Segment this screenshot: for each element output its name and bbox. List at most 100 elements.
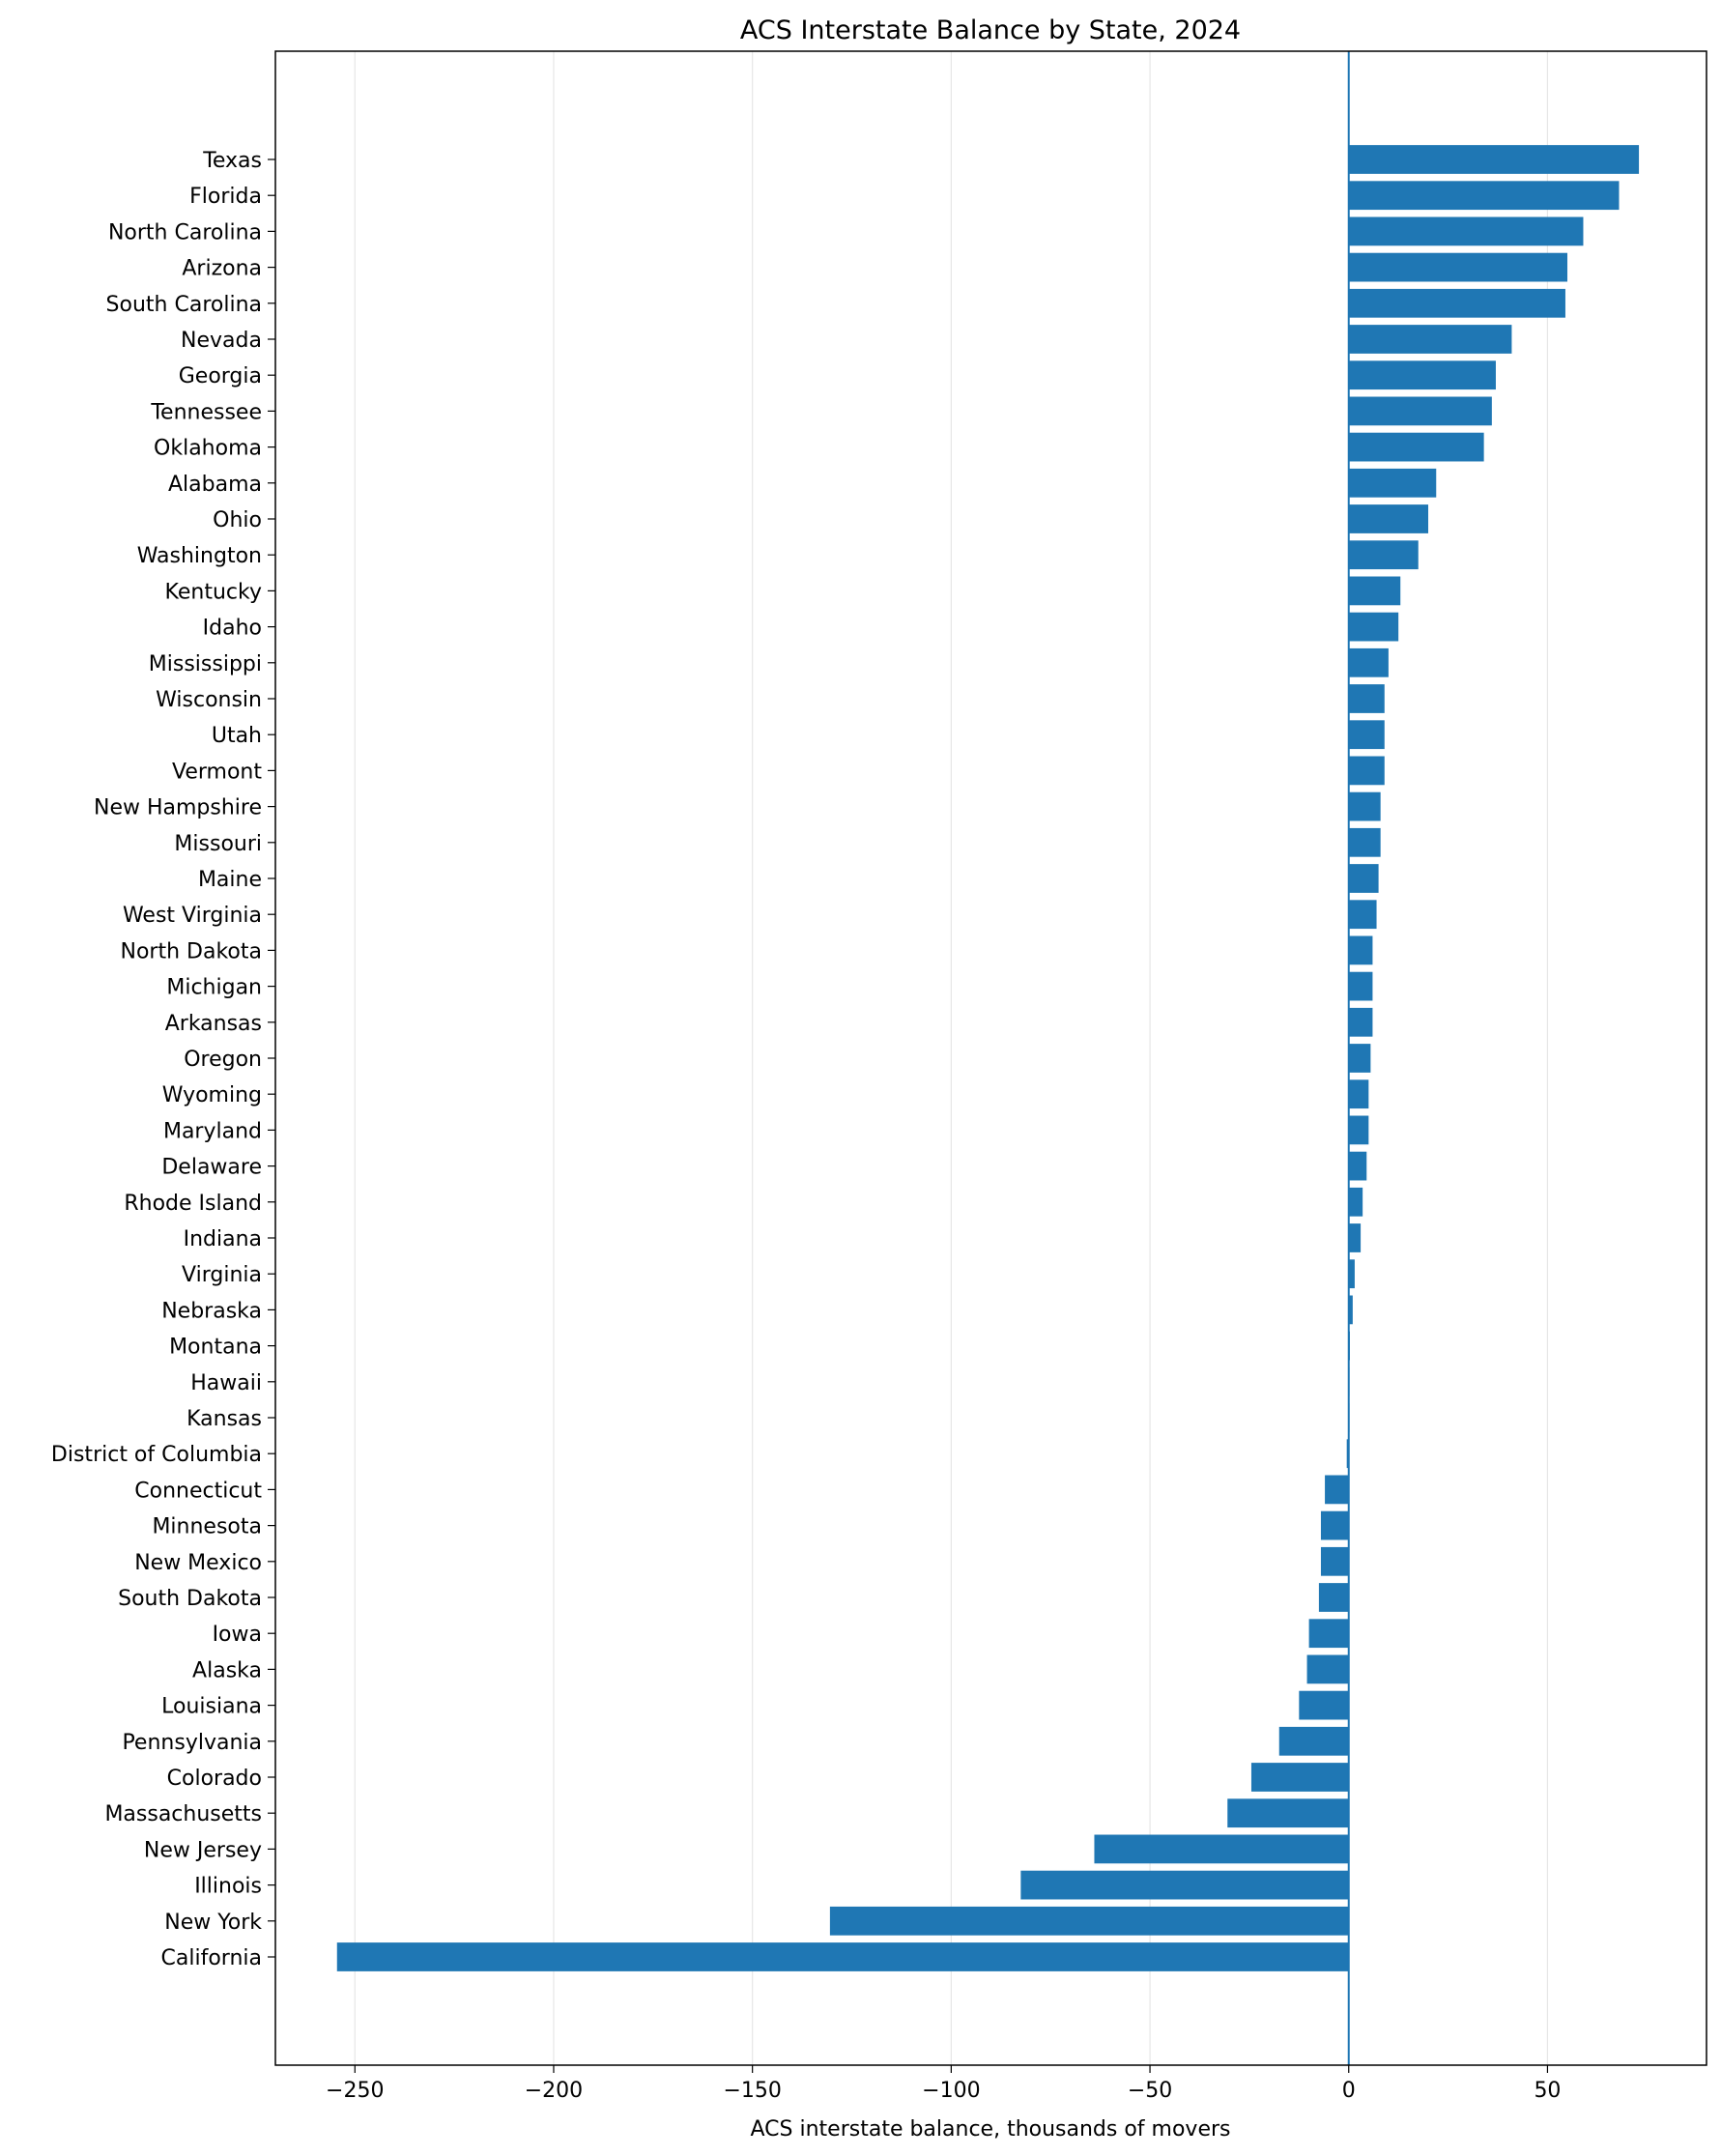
x-axis: −250 −200 −150 −100 −50 0 50 [326, 2065, 1561, 2103]
y-tick-label: Texas [202, 149, 262, 173]
y-tick-label: Indiana [184, 1227, 262, 1251]
y-tick-label: Arkansas [165, 1012, 262, 1036]
x-tick-label: −200 [525, 2079, 583, 2103]
bar [1299, 1690, 1349, 1720]
y-tick-label: Minnesota [152, 1515, 262, 1539]
bar [1348, 900, 1377, 930]
bar [1278, 1726, 1349, 1756]
y-tick-label: Wyoming [162, 1083, 262, 1107]
bar [1348, 1044, 1371, 1073]
bar [1348, 288, 1565, 318]
y-tick-label: South Carolina [106, 293, 262, 317]
x-tick-label: −100 [922, 2079, 980, 2103]
x-tick-label: −250 [326, 2079, 384, 2103]
y-tick-label: Montana [169, 1336, 262, 1360]
bar [1348, 684, 1385, 713]
y-tick-label: Kentucky [165, 580, 262, 604]
bar [1320, 1546, 1349, 1576]
y-tick-label: Louisiana [161, 1695, 262, 1719]
bar [829, 1906, 1349, 1936]
bar [1348, 181, 1620, 211]
bar [1348, 1007, 1373, 1037]
bar [1348, 396, 1492, 426]
x-tick-label: 50 [1534, 2079, 1561, 2103]
bar [1308, 1619, 1349, 1649]
y-tick-label: Florida [189, 185, 262, 209]
y-tick-label: New York [164, 1911, 262, 1935]
bar [1318, 1583, 1349, 1612]
bar [1020, 1870, 1349, 1900]
bar [1348, 252, 1568, 282]
bar [1348, 791, 1381, 821]
bar [1348, 1223, 1362, 1252]
y-tick-label: Vermont [172, 760, 262, 784]
bar [1227, 1798, 1349, 1828]
bar [1348, 216, 1584, 246]
x-axis-label: ACS interstate balance, thousands of mov… [751, 2117, 1231, 2142]
y-tick-label: West Virginia [123, 904, 262, 928]
bar [336, 1942, 1349, 1971]
bar [1348, 360, 1496, 390]
y-tick-label: Utah [212, 724, 262, 748]
y-tick-label: Alabama [168, 473, 262, 497]
bar [1094, 1834, 1349, 1864]
y-tick-label: Oklahoma [154, 437, 262, 461]
bar [1348, 504, 1429, 533]
bars [336, 145, 1640, 1971]
y-axis: Texas Florida North Carolina Arizona South C… [51, 149, 275, 1970]
y-tick-label: Nevada [181, 329, 262, 353]
bar [1348, 864, 1379, 893]
bar [1348, 756, 1385, 786]
y-tick-label: Georgia [179, 364, 262, 388]
y-tick-label: Rhode Island [124, 1192, 262, 1216]
y-tick-label: Idaho [203, 617, 262, 641]
bar [1306, 1654, 1349, 1684]
y-tick-label: Illinois [194, 1875, 262, 1899]
bar [1348, 468, 1437, 498]
y-tick-label: Iowa [213, 1623, 262, 1647]
y-tick-label: District of Columbia [51, 1443, 262, 1467]
y-tick-label: Tennessee [150, 400, 262, 424]
bar [1348, 325, 1512, 354]
y-tick-label: Oregon [184, 1048, 262, 1072]
y-tick-label: Mississippi [149, 652, 262, 676]
y-tick-label: Ohio [213, 508, 262, 532]
x-tick-label: 0 [1342, 2079, 1356, 2103]
y-tick-label: New Jersey [144, 1838, 262, 1862]
y-tick-label: Washington [137, 544, 262, 568]
bar [1250, 1763, 1349, 1792]
y-tick-label: Virginia [182, 1263, 262, 1287]
y-tick-label: North Dakota [121, 939, 262, 963]
bar [1348, 540, 1419, 570]
bar [1348, 1295, 1353, 1325]
bar [1348, 827, 1381, 857]
bar [1348, 612, 1399, 642]
bar [1348, 720, 1385, 750]
y-tick-label: Colorado [167, 1767, 262, 1791]
y-tick-label: Alaska [192, 1658, 262, 1682]
y-tick-label: Pennsylvania [122, 1731, 262, 1755]
y-tick-label: New Hampshire [94, 796, 262, 820]
y-tick-label: Arizona [182, 257, 262, 281]
bar [1348, 1259, 1355, 1289]
y-tick-label: Maryland [163, 1119, 262, 1143]
bar [1348, 1151, 1367, 1181]
bar [1348, 935, 1373, 965]
y-tick-label: Kansas [186, 1407, 262, 1431]
y-tick-label: Connecticut [134, 1479, 262, 1503]
x-tick-label: −150 [723, 2079, 781, 2103]
y-tick-label: Missouri [174, 832, 262, 856]
y-tick-label: Hawaii [190, 1371, 262, 1395]
chart-title: ACS Interstate Balance by State, 2024 [740, 15, 1241, 45]
bar [1346, 1439, 1349, 1469]
y-tick-label: Maine [198, 868, 262, 892]
bar [1348, 647, 1389, 677]
bar [1348, 432, 1484, 462]
y-tick-label: California [161, 1946, 262, 1970]
bar [1348, 576, 1401, 606]
y-tick-label: Wisconsin [156, 688, 262, 712]
bar [1348, 1187, 1363, 1217]
bar [1348, 971, 1373, 1001]
